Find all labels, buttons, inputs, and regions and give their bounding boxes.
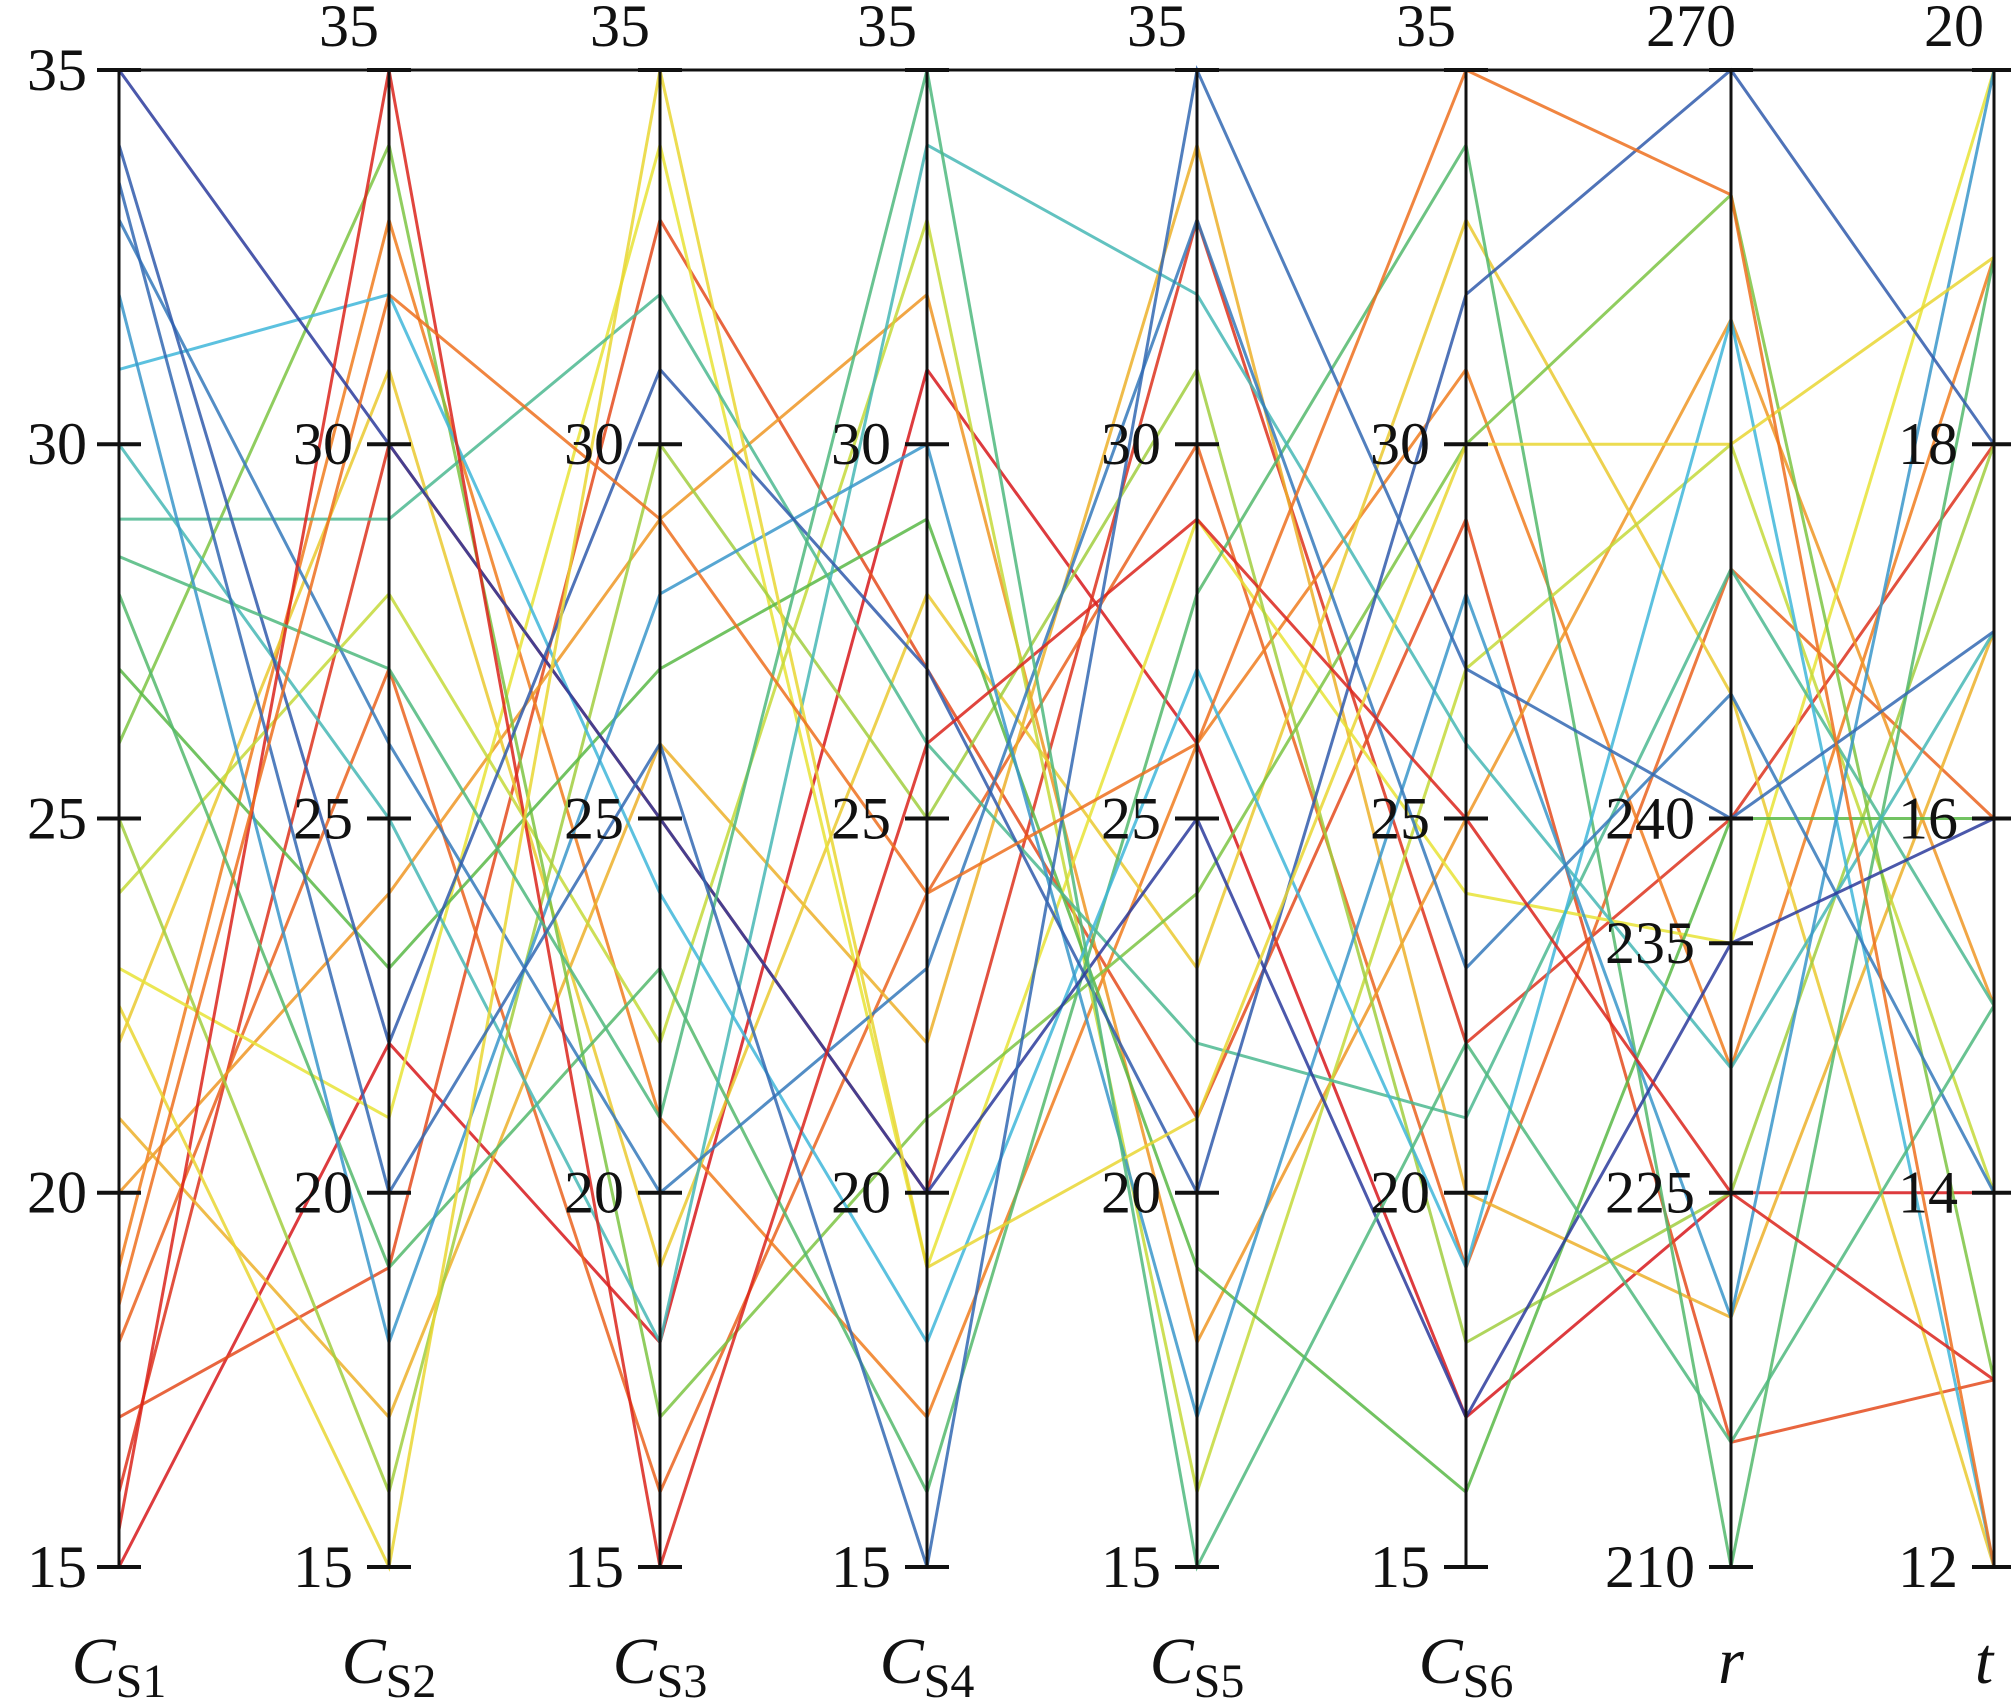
tick-label: 30 (1370, 411, 1430, 477)
tick-label: 25 (1370, 785, 1430, 851)
tick-label: 14 (1898, 1160, 1958, 1226)
axis-name: C (72, 1625, 117, 1698)
tick-label: 235 (1605, 910, 1695, 976)
axis-subscript: S6 (1463, 1655, 1514, 1708)
tick-label: 270 (1646, 0, 1736, 59)
tick-label: 30 (831, 411, 891, 477)
tick-label: 20 (564, 1160, 624, 1226)
tick-label: 25 (293, 785, 353, 851)
lines (117, 64, 1996, 1572)
data-line (118, 69, 1996, 1273)
data-line (117, 216, 1996, 1568)
data-line (117, 516, 1994, 1495)
data-line (117, 69, 1996, 1423)
tick-label: 25 (831, 785, 891, 851)
data-line (117, 69, 1995, 1568)
tick-label: 20 (1924, 0, 1984, 59)
tick-label: 30 (564, 411, 624, 477)
data-line (117, 142, 1996, 1347)
tick-label: 20 (1101, 1160, 1161, 1226)
tick-label: 210 (1605, 1534, 1695, 1600)
tick-label: 15 (27, 1534, 87, 1600)
tick-label: 35 (590, 0, 650, 59)
tick-label: 30 (1101, 411, 1161, 477)
axis-subscript: S5 (1194, 1655, 1245, 1708)
tick-label: 12 (1898, 1534, 1958, 1600)
data-line (117, 69, 1995, 1572)
tick-label: 25 (1101, 785, 1161, 851)
data-line (119, 292, 1996, 1120)
axis-label: CS6 (1419, 1625, 1514, 1708)
axis-name: r (1718, 1625, 1744, 1698)
axis-label: CS3 (613, 1625, 708, 1708)
axis-label: t (1975, 1625, 1995, 1698)
axis-subscript: S3 (657, 1655, 708, 1708)
axis-name: C (613, 1625, 658, 1698)
tick-label: 35 (1396, 0, 1456, 59)
tick-label: 20 (1370, 1160, 1430, 1226)
tick-label: 18 (1898, 411, 1958, 477)
tick-label: 25 (564, 785, 624, 851)
data-line (117, 214, 1996, 1421)
data-line (117, 215, 1996, 1196)
axis-subscript: S1 (116, 1655, 167, 1708)
tick-label: 15 (1101, 1534, 1161, 1600)
tick-label: 240 (1605, 785, 1695, 851)
tick-label: 35 (27, 37, 87, 103)
data-line (117, 440, 1996, 1497)
tick-label: 20 (293, 1160, 353, 1226)
axis-name: C (1419, 1625, 1464, 1698)
tick-label: 35 (319, 0, 379, 59)
axis-name: C (880, 1625, 925, 1698)
tick-label: 30 (27, 411, 87, 477)
tick-label: 30 (293, 411, 353, 477)
tick-label: 15 (1370, 1534, 1430, 1600)
tick-label: 16 (1898, 785, 1958, 851)
axis-subscript: S2 (386, 1655, 437, 1708)
tick-label: 35 (857, 0, 917, 59)
axis-name: t (1975, 1625, 1995, 1698)
tick-label: 25 (27, 785, 87, 851)
axis-label: CS2 (342, 1625, 437, 1708)
axis-label: r (1718, 1625, 1744, 1698)
tick-label: 35 (1127, 0, 1187, 59)
axis-label: CS1 (72, 1625, 167, 1708)
tick-label: 225 (1605, 1160, 1695, 1226)
tick-label: 15 (293, 1534, 353, 1600)
axis-label: CS5 (1150, 1625, 1245, 1708)
data-line (117, 69, 1995, 1421)
axis-name: C (342, 1625, 387, 1698)
tick-label: 15 (831, 1534, 891, 1600)
axis-label: CS4 (880, 1625, 975, 1708)
data-line (117, 67, 1996, 1568)
tick-label: 15 (564, 1534, 624, 1600)
axis-subscript: S4 (924, 1655, 975, 1708)
tick-label: 20 (27, 1160, 87, 1226)
data-line (117, 67, 1996, 1197)
data-line (117, 365, 1996, 1498)
tick-label: 20 (831, 1160, 891, 1226)
axis-name: C (1150, 1625, 1195, 1698)
